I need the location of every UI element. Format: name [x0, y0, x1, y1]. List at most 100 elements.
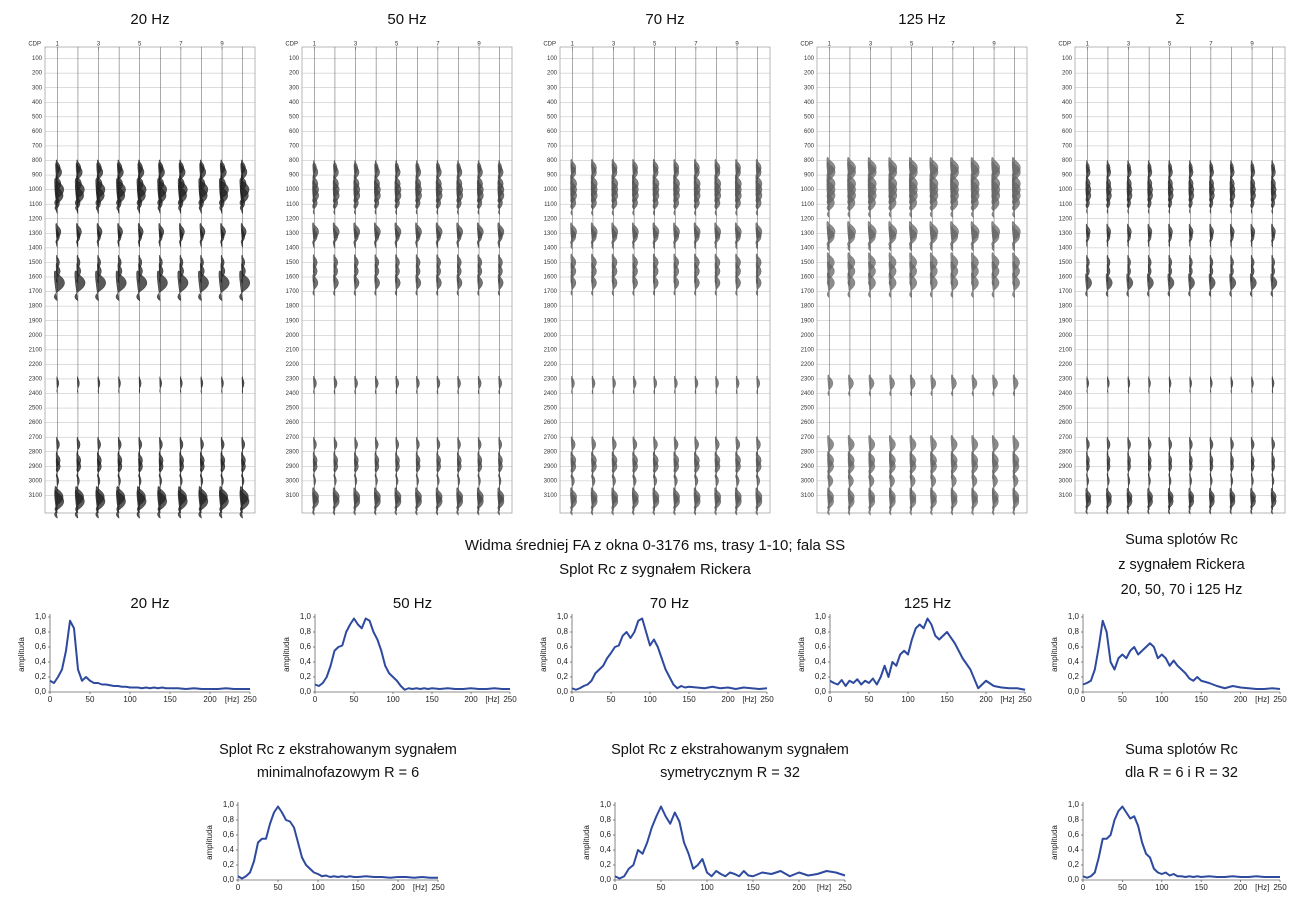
y-tick-label: 2200	[29, 362, 43, 368]
x-tick-label: 3	[869, 42, 873, 48]
wiggle	[570, 227, 577, 250]
y-tick-label: 600	[804, 129, 815, 135]
wiggle	[632, 227, 638, 250]
y-tick-label: 2700	[286, 435, 300, 441]
wiggle	[415, 228, 421, 249]
wiggle	[950, 192, 959, 219]
y-tick-label: 200	[804, 71, 815, 77]
wiggle	[374, 185, 381, 210]
y-tick-label: 1700	[1059, 289, 1073, 295]
y-tick-label: 0,2	[557, 672, 569, 681]
wiggle	[950, 225, 959, 252]
wiggle	[1127, 458, 1131, 478]
x-tick-label: 0	[613, 883, 618, 892]
wiggle	[1250, 458, 1255, 478]
wiggle	[909, 272, 917, 299]
y-tick-label: 700	[289, 144, 300, 150]
wiggle	[1271, 195, 1276, 215]
wiggle	[827, 491, 834, 516]
wiggle	[632, 193, 638, 217]
x-tick-label: 150	[425, 695, 439, 704]
y-tick-label: 500	[804, 114, 815, 120]
y-tick-label: 900	[547, 173, 558, 179]
y-tick-label: 400	[547, 100, 558, 106]
y-tick-label: 1900	[544, 318, 558, 324]
wiggle	[950, 260, 959, 287]
wiggle	[312, 273, 319, 297]
wiggle	[159, 228, 163, 248]
x-tick-label: 5	[1168, 42, 1172, 48]
wiggle	[1147, 492, 1153, 515]
wiggle	[673, 491, 680, 516]
y-tick-label: 2300	[286, 377, 300, 383]
y-tick-label: 200	[32, 71, 43, 77]
y-tick-label: 1,0	[1068, 800, 1080, 809]
plot-frame	[816, 46, 1028, 514]
y-tick-label: 1,0	[35, 612, 47, 621]
wiggle	[76, 228, 81, 248]
wiggle	[1270, 186, 1277, 209]
wiggle	[755, 253, 762, 276]
y-axis-label: amplituda	[1050, 637, 1059, 672]
wiggle	[591, 375, 596, 395]
wiggle	[1250, 195, 1255, 215]
wiggle	[332, 491, 340, 516]
wiggle	[56, 195, 60, 215]
wiggle	[477, 254, 483, 275]
x-axis-label: [Hz]	[1255, 883, 1269, 892]
wiggle	[354, 473, 358, 491]
wiggle	[611, 193, 618, 217]
wiggle	[714, 491, 721, 516]
y-tick-label: 1400	[286, 245, 300, 251]
wiggle	[653, 375, 658, 395]
y-tick-label: 1400	[544, 245, 558, 251]
wiggle	[1250, 186, 1256, 209]
y-tick-label: 2000	[29, 333, 43, 339]
wiggle	[416, 473, 419, 491]
y-tick-label: 0,4	[35, 657, 47, 666]
y-tick-label: 1300	[1059, 231, 1073, 237]
x-tick-label: 250	[1273, 883, 1287, 892]
y-tick-label: 1300	[801, 231, 815, 237]
wiggle	[1209, 458, 1214, 478]
wiggle	[826, 272, 835, 299]
wiggle	[570, 273, 577, 297]
y-tick-label: 1,0	[600, 800, 612, 809]
x-axis-label: CDP	[285, 42, 298, 48]
y-tick-label: 900	[804, 173, 815, 179]
y-tick-label: 1500	[286, 260, 300, 266]
y-tick-label: 2800	[29, 449, 43, 455]
x-tick-label: 200	[979, 695, 993, 704]
y-tick-label: 1800	[286, 304, 300, 310]
spectrum-line	[237, 805, 438, 880]
wiggle	[1209, 195, 1214, 215]
y-tick-label: 0,0	[557, 687, 569, 696]
wiggle	[1106, 195, 1111, 215]
wiggle	[827, 374, 834, 397]
x-tick-label: 100	[700, 883, 714, 892]
y-tick-label: 0,8	[1068, 815, 1080, 824]
wiggle	[117, 228, 122, 248]
wiggle	[951, 374, 957, 397]
x-tick-label: 50	[607, 695, 616, 704]
y-tick-label: 1300	[29, 231, 43, 237]
x-tick-label: 250	[431, 883, 445, 892]
y-tick-label: 500	[32, 114, 43, 120]
y-tick-label: 1000	[801, 187, 815, 193]
y-tick-label: 700	[547, 144, 558, 150]
x-axis-label: CDP	[543, 42, 556, 48]
wiggle	[1210, 376, 1213, 394]
wiggle	[1230, 436, 1234, 457]
wiggle	[239, 270, 251, 302]
x-tick-label: 250	[243, 695, 257, 704]
x-tick-label: 0	[828, 695, 833, 704]
wiggle	[889, 374, 895, 397]
y-tick-label: 1300	[286, 231, 300, 237]
x-tick-label: 250	[503, 695, 517, 704]
wiggle	[694, 253, 700, 276]
wiggle	[415, 185, 422, 210]
wiggle	[179, 195, 184, 215]
x-tick-label: 3	[97, 42, 101, 48]
wiggle	[374, 228, 380, 249]
x-tick-label: 50	[86, 695, 95, 704]
